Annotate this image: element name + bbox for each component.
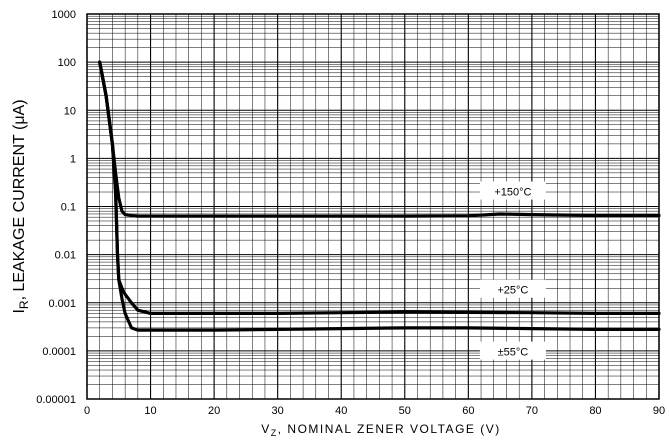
series-label: ±55°C [498, 347, 529, 359]
x-tick-label: 20 [208, 405, 220, 417]
tick-labels: 0 10 20 30 40 50 60 70 80 90 1000 100 10 1 0.1 0.01 0.00… [36, 9, 665, 417]
x-tick-label: 30 [272, 405, 284, 417]
y-tick-label: 0.1 [61, 202, 76, 214]
series-label-bg [479, 279, 546, 298]
series-label: +25°C [497, 285, 528, 297]
y-tick-label: 0.00001 [36, 394, 76, 406]
series-labels: +150°C +25°C ±55°C [479, 181, 546, 360]
grid [86, 14, 660, 400]
y-tick-label: 0.01 [55, 250, 76, 262]
series-label-group: +25°C [479, 279, 546, 298]
y-axis-label: IR, LEAKAGE CURRENT (μA) [11, 99, 31, 313]
x-tick-label: 70 [526, 405, 538, 417]
series-lines [98, 60, 661, 332]
series-label-group: +150°C [479, 181, 546, 200]
series-line-2 [98, 60, 661, 332]
series-label-bg [479, 181, 546, 200]
x-axis-label-rest: , NOMINAL ZENER VOLTAGE (V) [278, 422, 501, 436]
x-tick-label: 80 [589, 405, 601, 417]
y-tick-label: 1000 [52, 9, 76, 21]
x-axis-label-main: V [261, 422, 271, 436]
y-tick-label: 0.0001 [42, 346, 76, 358]
y-tick-label: 100 [58, 57, 76, 69]
x-tick-label: 40 [335, 405, 347, 417]
y-tick-label: 1 [70, 153, 76, 165]
x-axis-label: VZ, NOMINAL ZENER VOLTAGE (V) [261, 422, 500, 438]
x-tick-label: 50 [399, 405, 411, 417]
plot-frame [86, 13, 660, 400]
x-tick-label: 60 [462, 405, 474, 417]
y-axis-label-rest: , LEAKAGE CURRENT (μA) [11, 99, 28, 300]
series-label-bg [479, 341, 546, 360]
y-axis-label-main: I [11, 309, 28, 313]
series-label-group: ±55°C [479, 341, 546, 360]
x-axis-label-sub: Z [271, 428, 278, 438]
y-tick-label: 0.001 [48, 298, 76, 310]
x-tick-label: 90 [653, 405, 665, 417]
x-tick-label: 10 [144, 405, 156, 417]
y-tick-label: 10 [64, 105, 76, 117]
y-axis-label-sub: R [17, 300, 31, 309]
series-label: +150°C [494, 187, 531, 199]
x-tick-label: 0 [84, 405, 90, 417]
